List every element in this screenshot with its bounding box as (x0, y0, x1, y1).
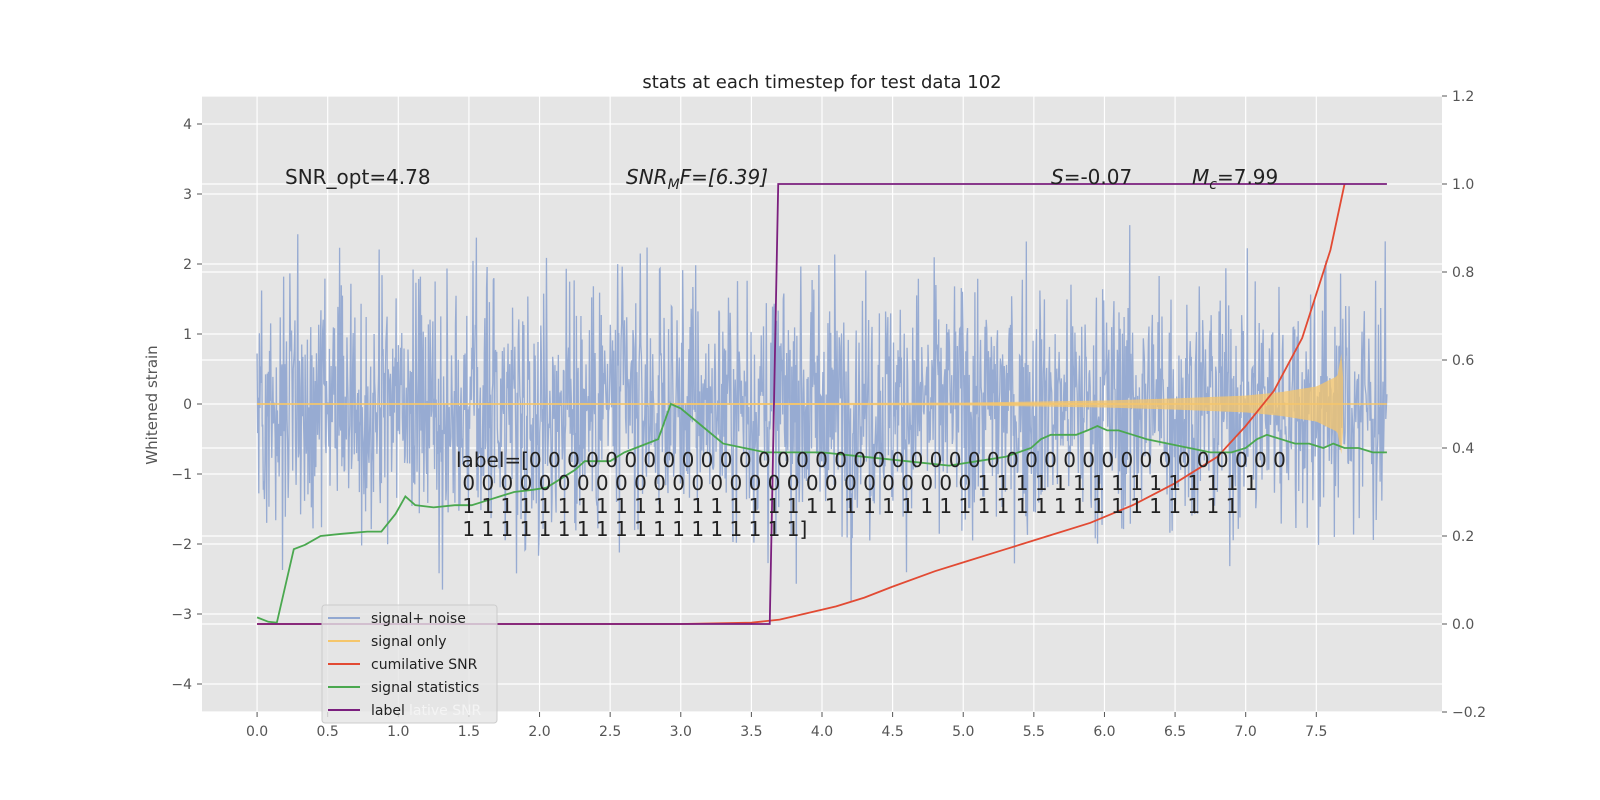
label-array-line-1: label=[0 0 0 0 0 0 0 0 0 0 0 0 0 0 0 0 0… (456, 448, 1286, 472)
s-value: =-0.07 (1064, 165, 1133, 189)
label-array-line-4: 1 1 1 1 1 1 1 1 1 1 1 1 1 1 1 1 1 1] (456, 517, 807, 541)
x-tick-label: 4.0 (811, 724, 833, 740)
snr-mf-subscript: M (668, 177, 680, 193)
x-tick-label: 0.0 (246, 724, 268, 740)
legend-label-cumulative-snr: cumilative SNR (371, 657, 478, 673)
signal-only-series (257, 353, 1387, 455)
y2-tick-label: 0.4 (1452, 441, 1474, 457)
x-tick-label: 7.0 (1235, 724, 1257, 740)
x-tick-label: 5.5 (1023, 724, 1045, 740)
y-axis-right: −0.2 0.0 0.2 0.4 0.6 0.8 1.0 1.2 (1442, 89, 1486, 721)
snr-mf-value: F=[6.39] (680, 165, 768, 189)
s-annotation: S=-0.07 (1051, 165, 1132, 189)
snr-mf-annotation: SNRMF=[6.39] (626, 165, 768, 193)
x-tick-label: 1.0 (387, 724, 409, 740)
mc-subscript: c (1209, 177, 1217, 193)
y-tick-label: 1 (183, 327, 192, 343)
label-array-line-2: 0 0 0 0 0 0 0 0 0 0 0 0 0 0 0 0 0 0 0 0 … (456, 471, 1257, 495)
x-tick-label: 4.5 (881, 724, 903, 740)
label-array-line-3: 1 1 1 1 1 1 1 1 1 1 1 1 1 1 1 1 1 1 1 1 … (456, 494, 1238, 518)
y-axis-left: −4 −3 −2 −1 0 1 2 3 4 (171, 117, 202, 693)
x-tick-label: 6.0 (1093, 724, 1115, 740)
y2-tick-label: 0.0 (1452, 617, 1474, 633)
y-tick-label: −3 (171, 607, 192, 623)
y-tick-label: 3 (183, 187, 192, 203)
legend: lative SNR signal+ noise signal only cum… (321, 604, 498, 724)
x-tick-label: 0.5 (317, 724, 339, 740)
line-series (256, 183, 1387, 625)
snr-mf-symbol: SNR (626, 165, 668, 189)
y-axis-label: Whitened strain (143, 345, 161, 464)
mc-symbol: M (1192, 165, 1209, 189)
x-tick-label: 7.5 (1305, 724, 1327, 740)
x-tick-label: 3.0 (670, 724, 692, 740)
mc-value: =7.99 (1217, 165, 1278, 189)
s-symbol: S (1051, 165, 1064, 189)
legend-label-signal-statistics: signal statistics (371, 680, 479, 696)
legend-label-signal-only: signal only (371, 634, 446, 650)
y2-tick-label: 1.0 (1452, 177, 1474, 193)
x-tick-label: 5.0 (952, 724, 974, 740)
x-tick-label: 2.5 (599, 724, 621, 740)
x-tick-label: 2.0 (528, 724, 550, 740)
y-tick-label: 4 (183, 117, 192, 133)
signal-statistics-line (256, 402, 1387, 624)
label-line (257, 183, 1387, 625)
legend-label-label: label (371, 703, 405, 719)
y2-tick-label: 0.6 (1452, 353, 1474, 369)
legend-ghost-text: lative SNR (409, 703, 482, 719)
x-tick-label: 6.5 (1164, 724, 1186, 740)
y2-tick-label: 0.2 (1452, 529, 1474, 545)
signal-noise-series (256, 225, 1388, 602)
y2-tick-label: −0.2 (1452, 705, 1486, 721)
y2-tick-label: 0.8 (1452, 265, 1474, 281)
x-tick-label: 1.5 (458, 724, 480, 740)
cumulative-snr-line (257, 183, 1346, 625)
legend-label-signal-noise: signal+ noise (371, 611, 466, 627)
legend-box (321, 604, 498, 724)
chart-title: stats at each timestep for test data 102 (642, 72, 1001, 93)
x-axis: 0.0 0.5 1.0 1.5 2.0 2.5 3.0 3.5 4.0 4.5 5.0 5.5 6.0 6… (246, 712, 1327, 740)
y-tick-label: −1 (171, 467, 192, 483)
y-tick-label: 2 (183, 257, 192, 273)
y2-tick-label: 1.2 (1452, 89, 1474, 105)
x-tick-label: 3.5 (740, 724, 762, 740)
y-tick-label: −2 (171, 537, 192, 553)
y-tick-label: −4 (171, 677, 192, 693)
signal-noise-line (256, 225, 1388, 602)
snr-opt-annotation: SNR_opt=4.78 (285, 165, 431, 189)
y-tick-label: 0 (183, 397, 192, 413)
mc-annotation: Mc=7.99 (1192, 165, 1278, 193)
